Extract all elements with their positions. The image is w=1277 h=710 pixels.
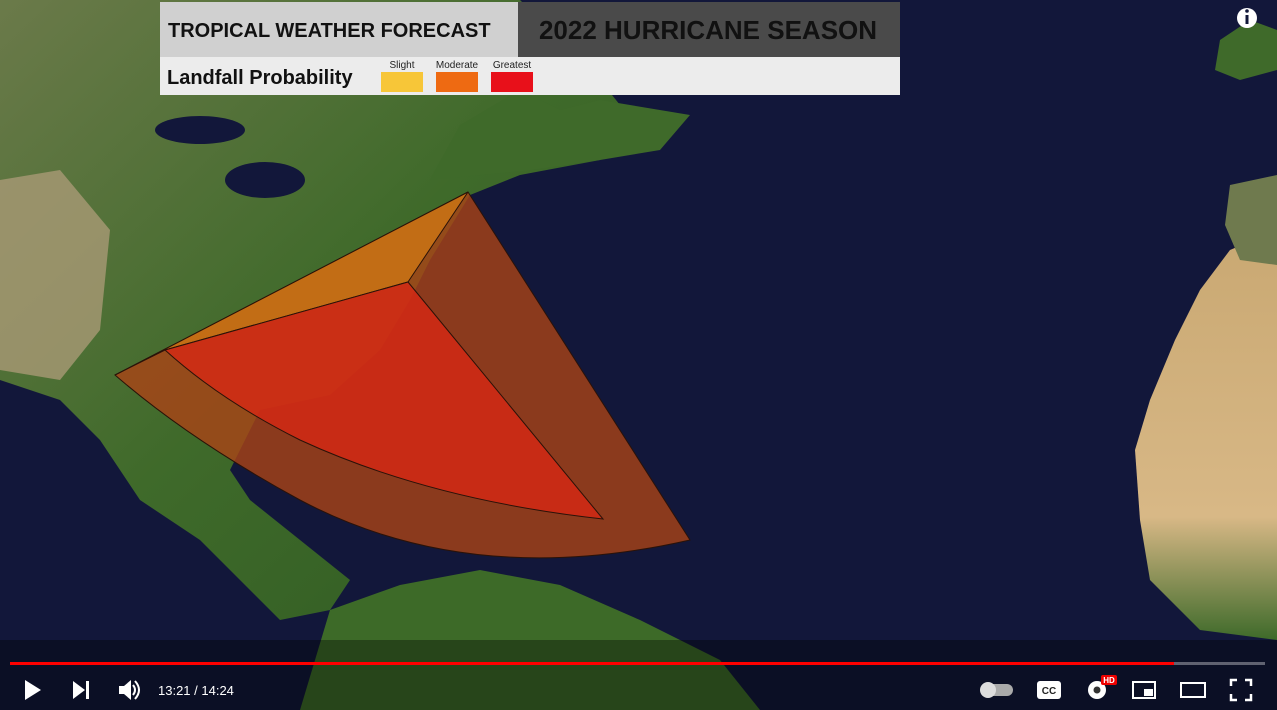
legend-swatch [491, 72, 533, 92]
cc-label: CC [1042, 686, 1056, 697]
header-title: TROPICAL WEATHER FORECAST [168, 20, 491, 42]
cc-button[interactable] [1037, 681, 1061, 699]
header-subtitle: Landfall Probability [167, 67, 353, 89]
legend-label: Slight [389, 60, 414, 71]
next-button[interactable] [73, 681, 89, 699]
british-isles [1215, 20, 1277, 80]
south-america [300, 570, 760, 710]
header-season: 2022 HURRICANE SEASON [539, 15, 877, 45]
info-glyph [1245, 9, 1249, 13]
legend-swatch [436, 72, 478, 92]
info-glyph [1245, 15, 1249, 24]
time-display: 13:21 / 14:24 [158, 683, 234, 698]
settings-glyph [1093, 686, 1101, 694]
hd-badge [1101, 675, 1117, 685]
play-button[interactable] [25, 680, 41, 700]
legend-swatch [381, 72, 423, 92]
iberia [1225, 175, 1277, 265]
legend-label: Greatest [493, 60, 532, 71]
title-box [160, 2, 518, 57]
autoplay-knob [980, 682, 996, 698]
controls-shade [0, 640, 1277, 710]
theater-button[interactable] [1180, 682, 1206, 698]
progress-played [10, 662, 1174, 665]
maritimes [430, 90, 690, 180]
desert-region [0, 170, 110, 380]
volume-waves [132, 680, 140, 700]
legend: Slight Moderate Greatest [381, 60, 533, 92]
hd-label: HD [1103, 676, 1115, 685]
mute-button[interactable] [119, 680, 131, 700]
fullscreen-button[interactable] [1229, 678, 1253, 702]
season-box [518, 2, 900, 57]
great-lake [155, 116, 245, 144]
legend-label: Moderate [436, 60, 479, 71]
africa [1135, 230, 1277, 640]
greatest-zone [163, 281, 605, 520]
miniplayer-button[interactable] [1132, 681, 1156, 699]
miniplayer-glyph [1144, 689, 1153, 696]
great-lake [225, 162, 305, 198]
